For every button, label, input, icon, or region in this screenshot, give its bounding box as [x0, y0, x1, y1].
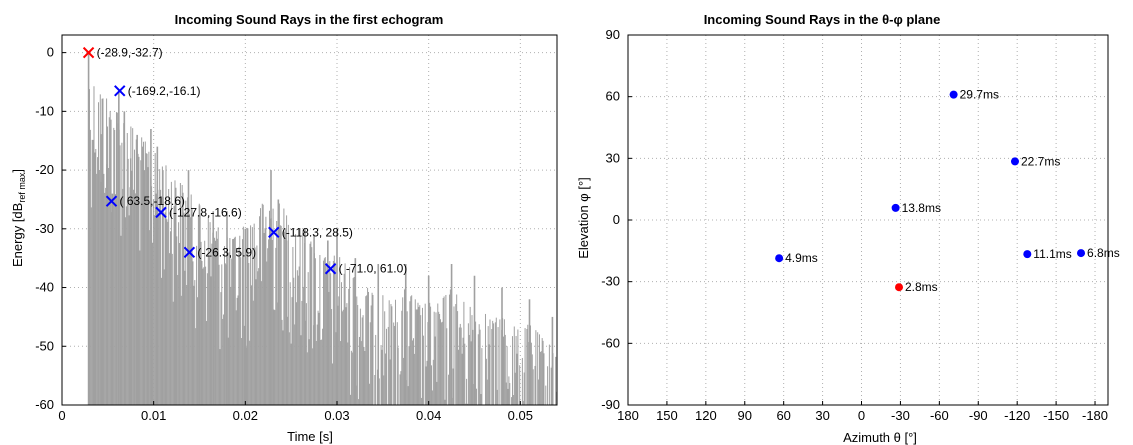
- echogram-frame: [61, 34, 558, 406]
- theta-phi-x-tick-label: 120: [695, 408, 717, 423]
- theta-phi-x-tick-label: 60: [776, 408, 790, 423]
- theta-phi-point: [1023, 250, 1032, 259]
- echogram-x-tick-label: 0.02: [233, 408, 258, 423]
- theta-phi-x-tick-label: -120: [1004, 408, 1030, 423]
- echogram-marker-cross: [324, 263, 337, 275]
- theta-phi-ticks: 180 150 120 90 60 30 0 -30 -60 -90 -120 -150 -180 90 6…: [601, 27, 1108, 423]
- theta-phi-point: [775, 254, 784, 263]
- theta-phi-point-label: 2.8ms: [905, 280, 938, 294]
- echogram-marker-label: (-127.8,-16.6): [169, 205, 242, 219]
- theta-phi-title: Incoming Sound Rays in the θ-φ plane: [704, 12, 941, 27]
- echogram-x-tick-label: 0: [58, 408, 65, 423]
- echogram-marker-cross: [155, 206, 167, 219]
- echogram-ylabel-main: Energy [dB: [10, 203, 25, 267]
- theta-phi-y-tick-label: 90: [606, 27, 620, 42]
- echogram-title: Incoming Sound Rays in the first echogra…: [175, 12, 444, 27]
- echogram-x-tick-label: 0.03: [324, 408, 349, 423]
- theta-phi-x-tick-label: 30: [815, 408, 829, 423]
- theta-phi-x-tick-label: 0: [858, 408, 865, 423]
- echogram-marker-cross: [82, 46, 95, 59]
- theta-phi-x-tick-label: 150: [656, 408, 678, 423]
- echogram-y-tick-label: -20: [35, 162, 54, 177]
- theta-phi-point-label: 4.9ms: [785, 251, 818, 265]
- echogram-y-tick-label: -10: [35, 103, 54, 118]
- theta-phi-ylabel: Elevation φ [°]: [576, 177, 591, 259]
- echogram-marker-cross: [183, 246, 196, 259]
- echogram-y-tick-label: -60: [35, 397, 54, 412]
- theta-phi-point-label: 6.8ms: [1087, 246, 1120, 260]
- theta-phi-point: [949, 90, 958, 99]
- theta-phi-point: [895, 283, 904, 292]
- echogram-y-tick-label: 0: [47, 45, 54, 60]
- echogram-xlabel: Time [s]: [287, 429, 333, 444]
- echogram-chart: Incoming Sound Rays in the first echogra…: [10, 12, 558, 444]
- echogram-x-tick-label: 0.04: [416, 408, 441, 423]
- theta-phi-point: [1077, 249, 1086, 258]
- theta-phi-x-tick-label: -30: [891, 408, 910, 423]
- theta-phi-x-tick-label: -60: [930, 408, 949, 423]
- echogram-marker-cross: [268, 226, 280, 239]
- echogram-marker-label: (-118.3, 28.5): [282, 225, 353, 239]
- theta-phi-y-tick-label: -30: [601, 274, 620, 289]
- theta-phi-y-tick-label: 60: [606, 89, 620, 104]
- echogram-x-tick-label: 0.01: [141, 408, 166, 423]
- theta-phi-y-tick-label: -60: [601, 335, 620, 350]
- theta-phi-x-tick-label: -150: [1043, 408, 1069, 423]
- echogram-marker-label: ( -71.0, 61.0): [339, 262, 408, 276]
- theta-phi-y-tick-label: 30: [606, 150, 620, 165]
- theta-phi-x-tick-label: -180: [1082, 408, 1108, 423]
- theta-phi-point: [891, 203, 900, 212]
- echogram-marker-cross: [105, 195, 118, 207]
- theta-phi-point-label: 13.8ms: [902, 201, 941, 215]
- echogram-marker-label: (-28.9,-32.7): [97, 46, 163, 60]
- echogram-ylabel: Energy [dBref max]: [10, 169, 27, 267]
- echogram-bars: [87, 52, 558, 405]
- echogram-marker-label: (-169.2,-16.1): [128, 84, 201, 98]
- echogram-y-tick-label: -30: [35, 221, 54, 236]
- theta-phi-x-tick-label: 180: [617, 408, 639, 423]
- echogram-x-tick-label: 0.05: [508, 408, 533, 423]
- echogram-marker-cross: [114, 85, 126, 97]
- echogram-marker-label: (-26.3, 5.9): [197, 245, 256, 259]
- theta-phi-point-label: 11.1ms: [1033, 247, 1071, 261]
- theta-phi-points: 29.7ms 22.7ms 13.8ms 4.9ms 11.1ms 6.8ms 2.8ms: [775, 88, 1120, 294]
- echogram-ylabel-close: ]: [10, 169, 25, 173]
- echogram-y-tick-label: -40: [35, 280, 54, 295]
- theta-phi-x-tick-label: -90: [969, 408, 988, 423]
- theta-phi-y-tick-label: 0: [613, 212, 620, 227]
- echogram-y-tick-label: -50: [35, 338, 54, 353]
- echogram-ylabel-sub: ref max: [17, 172, 27, 203]
- theta-phi-chart: Incoming Sound Rays in the θ-φ plane 29.…: [576, 12, 1120, 445]
- theta-phi-xlabel: Azimuth θ [°]: [843, 430, 917, 445]
- theta-phi-grid: [628, 35, 1108, 405]
- echogram-marker-label: ( 63.5,-18.6): [120, 194, 185, 208]
- echogram-ticks: 0 0.01 0.02 0.03 0.04 0.05 0 -10 -20 -30 -40 -50 -60: [35, 45, 533, 423]
- theta-phi-x-tick-label: 90: [738, 408, 752, 423]
- theta-phi-y-tick-label: -90: [601, 397, 620, 412]
- theta-phi-point-label: 29.7ms: [960, 88, 999, 102]
- theta-phi-point: [1010, 157, 1019, 166]
- theta-phi-point-label: 22.7ms: [1021, 154, 1060, 168]
- echogram-markers: (-28.9,-32.7) (-169.2,-16.1) ( 63.5,-18.6)…: [82, 46, 408, 276]
